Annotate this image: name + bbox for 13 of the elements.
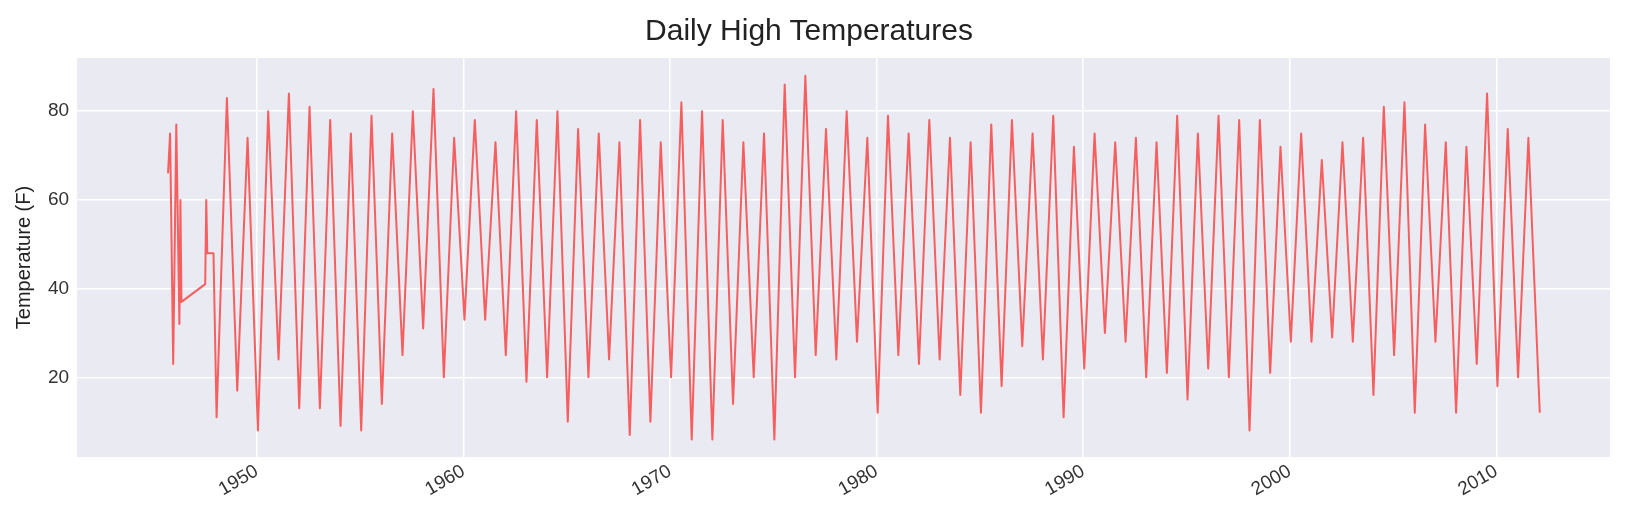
x-tick-label: 1980 xyxy=(834,459,882,500)
x-tick-label: 1950 xyxy=(214,459,262,500)
y-axis-title: Temperature (F) xyxy=(11,185,34,330)
chart-title: Daily High Temperatures xyxy=(645,13,973,47)
y-tick-label: 20 xyxy=(47,365,70,387)
x-tick-label: 2010 xyxy=(1453,459,1501,500)
y-tick-label: 40 xyxy=(47,276,70,298)
x-tick-label: 2000 xyxy=(1247,459,1295,500)
x-tick-label: 1960 xyxy=(420,459,469,500)
y-tick-label: 60 xyxy=(47,188,70,210)
y-tick-label: 80 xyxy=(47,99,70,121)
x-tick-label: 1970 xyxy=(627,459,675,500)
x-tick-label: 1990 xyxy=(1040,459,1088,500)
